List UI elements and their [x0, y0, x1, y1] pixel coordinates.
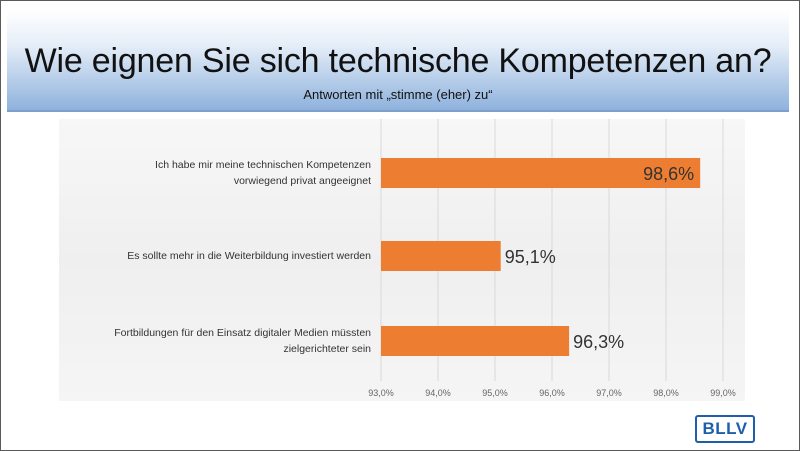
data-label-0: 98,6%	[643, 164, 694, 184]
data-label-1: 95,1%	[505, 247, 556, 267]
x-tick-label-4: 97,0%	[596, 388, 622, 398]
bllv-logo: BLLV	[695, 415, 755, 443]
title-banner: Wie eignen Sie sich technische Kompetenz…	[7, 10, 789, 112]
category-label-1: Es sollte mehr in die Weiterbildung inve…	[59, 248, 371, 264]
category-label-0: Ich habe mir meine technischen Kompetenz…	[59, 157, 371, 189]
x-tick-label-5: 98,0%	[653, 388, 679, 398]
category-label-line: vorwiegend privat angeeignet	[233, 175, 371, 187]
x-tick-label-1: 94,0%	[425, 388, 451, 398]
bar-1	[381, 241, 501, 271]
x-tick-label-3: 96,0%	[539, 388, 565, 398]
x-tick-label-6: 99,0%	[710, 388, 736, 398]
category-label-line: Ich habe mir meine technischen Kompetenz…	[155, 159, 371, 171]
data-label-2: 96,3%	[573, 332, 624, 352]
chart-title: Wie eignen Sie sich technische Kompetenz…	[24, 42, 772, 80]
category-label-line: Fortbildungen für den Einsatz digitaler …	[114, 327, 371, 339]
chart-subtitle: Antworten mit „stimme (eher) zu“	[303, 87, 493, 102]
x-tick-label-2: 95,0%	[482, 388, 508, 398]
category-label-line: zielgerichteter sein	[283, 343, 371, 355]
category-label-2: Fortbildungen für den Einsatz digitaler …	[59, 325, 371, 357]
category-label-line: Es sollte mehr in die Weiterbildung inve…	[127, 250, 371, 262]
x-tick-label-0: 93,0%	[368, 388, 394, 398]
bar-0	[381, 158, 701, 188]
bar-2	[381, 326, 570, 356]
